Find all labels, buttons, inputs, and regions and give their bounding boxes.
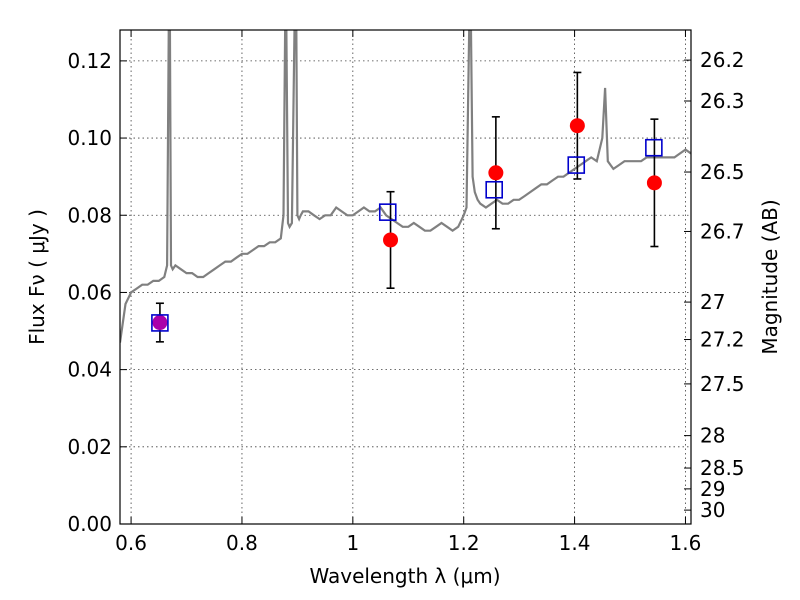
right-tick-label: 29	[700, 477, 725, 501]
plot-area	[120, 30, 691, 343]
model-points	[151, 138, 663, 332]
observed-point	[569, 118, 585, 134]
y-tick-label: 0.06	[67, 280, 112, 304]
y-tick-label: 0.12	[67, 49, 112, 73]
right-tick-label: 27.5	[700, 372, 745, 396]
right-tick-label: 28.5	[700, 456, 745, 480]
right-tick-label: 27	[700, 290, 725, 314]
model-point	[151, 314, 169, 332]
x-tick-label: 0.6	[115, 531, 147, 555]
axis-ticks	[120, 30, 691, 525]
x-axis-title: Wavelength λ (μm)	[309, 564, 500, 588]
right-tick-label: 28	[700, 424, 725, 448]
x-tick-label: 1.6	[670, 531, 702, 555]
model-point	[485, 180, 503, 199]
model-point	[645, 138, 663, 157]
observed-point	[646, 175, 662, 191]
right-tick-label: 26.7	[700, 219, 745, 243]
y-tick-label: 0.10	[67, 126, 112, 150]
observed-point	[152, 315, 168, 331]
observed-point	[488, 165, 504, 181]
x-tick-label: 1	[346, 531, 359, 555]
y-tick-labels: 0.00 0.02 0.04 0.06 0.08 0.10 0.12	[67, 49, 112, 536]
error-bars	[155, 71, 659, 343]
y-tick-label: 0.02	[67, 435, 112, 459]
model-point	[567, 156, 586, 174]
y-axis-title: Flux Fν ( μJy )	[25, 209, 49, 345]
y-tick-label: 0.00	[67, 512, 112, 536]
x-tick-labels: 0.6 0.8 1 1.2 1.4 1.6	[115, 531, 701, 555]
y-tick-label: 0.08	[67, 203, 112, 227]
observed-points	[152, 118, 662, 331]
right-tick-label: 26.5	[700, 160, 745, 184]
right-tick-label: 27.2	[700, 328, 745, 352]
right-tick-label: 26.2	[700, 48, 745, 72]
plot-frame	[119, 29, 692, 525]
x-tick-label: 0.8	[226, 531, 258, 555]
model-spectrum-line	[120, 30, 691, 343]
model-point	[378, 203, 397, 221]
x-tick-label: 1.2	[448, 531, 480, 555]
right-axis-title: Magnitude (AB)	[758, 199, 782, 354]
observed-point	[383, 232, 399, 248]
x-tick-label: 1.4	[559, 531, 591, 555]
right-tick-label: 26.3	[700, 89, 745, 113]
right-tick-label: 30	[700, 498, 725, 522]
y-tick-label: 0.04	[67, 358, 112, 382]
